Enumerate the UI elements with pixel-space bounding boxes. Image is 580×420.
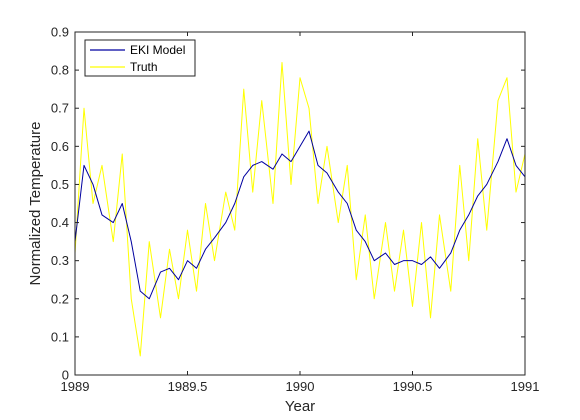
- y-tick-label: 0.9: [51, 25, 69, 40]
- x-tick-label: 1990.5: [393, 379, 433, 394]
- y-tick-label: 0: [62, 368, 69, 383]
- y-tick-label: 0.5: [51, 177, 69, 192]
- legend-label-eki-model: EKI Model: [130, 43, 185, 57]
- y-axis-label: Normalized Temperature: [27, 122, 44, 286]
- legend: EKI Model Truth: [84, 39, 196, 77]
- y-tick-label: 0.2: [51, 291, 69, 306]
- x-tick-label: 1989.5: [168, 379, 208, 394]
- series-line-truth: [74, 61, 526, 357]
- series-line-eki-model: [74, 130, 526, 300]
- series-layer: [74, 61, 526, 357]
- legend-label-truth: Truth: [130, 60, 158, 74]
- x-tick-label: 1990: [286, 379, 315, 394]
- y-tick-label: 0.6: [51, 139, 69, 154]
- x-tick-label: 1989: [61, 379, 90, 394]
- plot-area: [75, 32, 525, 375]
- legend-box: [84, 39, 196, 77]
- y-tick-label: 0.3: [51, 253, 69, 268]
- x-tick-label: 1991: [511, 379, 540, 394]
- y-tick-label: 0.1: [51, 329, 69, 344]
- x-axis-label: Year: [285, 398, 315, 415]
- y-tick-label: 0.4: [51, 215, 69, 230]
- y-tick-label: 0.7: [51, 101, 69, 116]
- y-tick-label: 0.8: [51, 63, 69, 78]
- y-axis: 0 0.1 0.2 0.3 0.4 0.5 0.6 0.7 0.8 0.9: [51, 25, 525, 383]
- x-axis: 1989 1989.5 1990 1990.5 1991: [61, 32, 540, 394]
